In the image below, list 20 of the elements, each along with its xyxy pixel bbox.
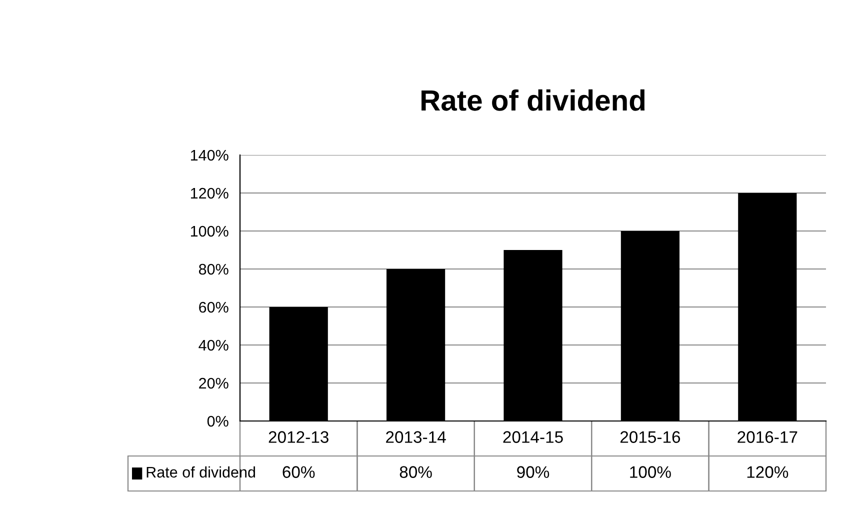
y-tick-label: 80%	[198, 264, 228, 275]
y-tick-label: 140%	[190, 150, 228, 161]
y-tick-label: 20%	[199, 378, 228, 389]
y-tick-label: 0%	[207, 416, 228, 427]
x-tick-label: 2014-15	[503, 431, 563, 443]
y-tick-label: 60%	[199, 302, 228, 313]
data-label: 60%	[282, 466, 315, 478]
x-tick-label: 2015-16	[620, 431, 680, 443]
x-tick-label: 2012-13	[268, 431, 328, 443]
data-label: 80%	[400, 466, 432, 478]
data-label: 120%	[747, 466, 788, 478]
legend-label: Rate of dividend	[146, 466, 256, 478]
y-tick-label: 120%	[190, 188, 228, 199]
x-tick-label: 2013-14	[386, 431, 446, 443]
data-label: 100%	[630, 466, 671, 478]
chart-title: Rate of dividend	[422, 89, 645, 111]
y-tick-label: 40%	[198, 340, 228, 351]
x-tick-label: 2016-17	[738, 431, 798, 443]
y-tick-label: 100%	[190, 226, 228, 237]
data-label: 90%	[517, 466, 550, 478]
